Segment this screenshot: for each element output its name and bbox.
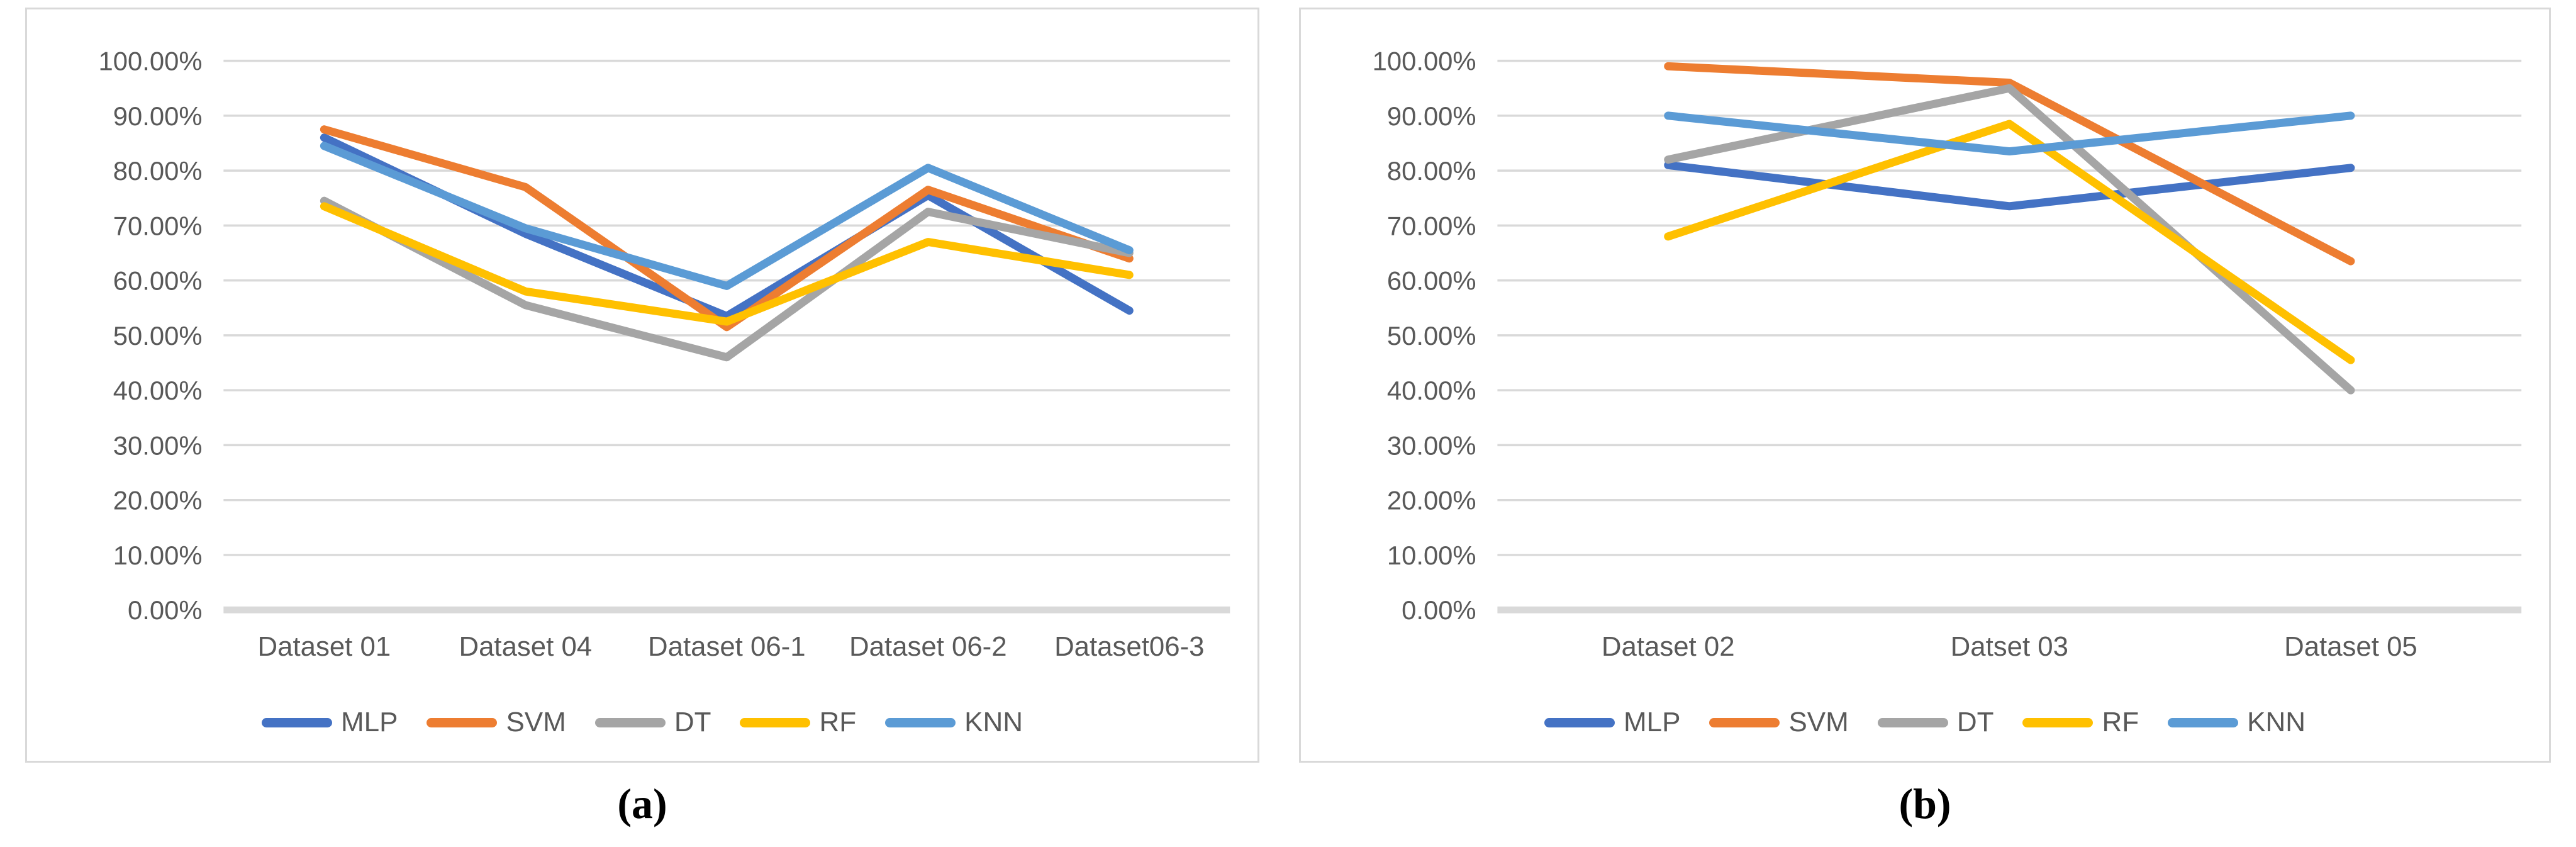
line-chart-b: 100.00% 90.00% 80.00% 70.00% 60.00% 50.00% 40.… bbox=[1373, 47, 2522, 662]
series-lines bbox=[320, 125, 1134, 362]
y-tick-label-70: 70.00% bbox=[113, 211, 203, 240]
chart-panel-a: 100.00% 90.00% 80.00% 70.00% 60.00% 50.00% 40.… bbox=[25, 8, 1259, 763]
legend-swatch-MLP bbox=[261, 717, 332, 727]
legend-item-MLP: MLP bbox=[1544, 707, 1680, 738]
legend-swatch-KNN bbox=[2168, 717, 2239, 727]
legend-item-MLP: MLP bbox=[261, 707, 398, 738]
category-label: Dataset 06-2 bbox=[849, 631, 1007, 662]
y-tick-label-60: 60.00% bbox=[1387, 266, 1476, 296]
caption-a: (a) bbox=[617, 780, 667, 827]
series-line-MLP bbox=[1664, 160, 2355, 211]
y-tick-label-100: 100.00% bbox=[99, 47, 203, 76]
legend-label-MLP: MLP bbox=[1623, 707, 1681, 738]
category-label: Datset 03 bbox=[1951, 631, 2068, 662]
y-tick-label-80: 80.00% bbox=[1387, 156, 1476, 186]
y-tick-label-40: 40.00% bbox=[1387, 376, 1476, 405]
legend-swatch-RF bbox=[2022, 717, 2094, 727]
y-tick-label-0: 0.00% bbox=[128, 595, 202, 625]
y-tick-label-20: 20.00% bbox=[1387, 486, 1476, 515]
series-line-KNN bbox=[1664, 111, 2355, 156]
category-label: Dataset 02 bbox=[1602, 631, 1735, 662]
gridlines bbox=[1497, 59, 2522, 614]
y-tick-label-50: 50.00% bbox=[113, 321, 203, 351]
y-tick-label-80: 80.00% bbox=[113, 156, 203, 186]
y-tick-label-60: 60.00% bbox=[113, 266, 203, 296]
series-line-DT bbox=[1664, 84, 2355, 395]
category-label: Dataset 01 bbox=[258, 631, 391, 662]
y-tick-label-70: 70.00% bbox=[1387, 211, 1476, 240]
legend-label-KNN: KNN bbox=[964, 707, 1023, 738]
y-tick-label-30: 30.00% bbox=[1387, 430, 1476, 460]
y-tick-label-90: 90.00% bbox=[113, 101, 203, 131]
y-axis-tick-labels: 100.00% 90.00% 80.00% 70.00% 60.00% 50.00% 40.… bbox=[1373, 47, 1476, 625]
legend-swatch-SVM bbox=[427, 717, 498, 727]
category-label: Dataset 06-1 bbox=[648, 631, 806, 662]
x-axis-category-labels: Dataset 02 Datset 03 Dataset 05 bbox=[1602, 631, 2417, 662]
legend-label-MLP: MLP bbox=[340, 707, 398, 738]
series-line-RF bbox=[1664, 120, 2355, 364]
legend-a: MLP SVM DT RF KNN bbox=[27, 707, 1257, 738]
line-chart-a: 100.00% 90.00% 80.00% 70.00% 60.00% 50.00% 40.… bbox=[99, 47, 1230, 662]
legend-item-DT: DT bbox=[1877, 707, 1994, 738]
legend-item-SVM: SVM bbox=[1709, 707, 1849, 738]
legend-label-RF: RF bbox=[2102, 707, 2139, 738]
legend-item-KNN: KNN bbox=[885, 707, 1023, 738]
series-line-SVM bbox=[320, 125, 1134, 332]
series-line-KNN bbox=[320, 142, 1134, 290]
legend-swatch-DT bbox=[1877, 717, 1948, 727]
legend-swatch-MLP bbox=[1544, 717, 1615, 727]
legend-item-DT: DT bbox=[594, 707, 711, 738]
legend-label-SVM: SVM bbox=[506, 707, 566, 738]
series-line-RF bbox=[320, 202, 1134, 326]
y-tick-label-20: 20.00% bbox=[113, 486, 203, 515]
series-line-DT bbox=[320, 196, 1134, 362]
y-tick-label-0: 0.00% bbox=[1402, 595, 1476, 625]
series-lines bbox=[1664, 62, 2355, 395]
x-axis-category-labels: Dataset 01 Dataset 04 Dataset 06-1 Dataset … bbox=[258, 631, 1205, 662]
legend-item-KNN: KNN bbox=[2168, 707, 2306, 738]
series-line-SVM bbox=[1664, 62, 2355, 266]
caption-b: (b) bbox=[1899, 780, 1951, 827]
category-label: Dataset 05 bbox=[2284, 631, 2417, 662]
legend-b: MLP SVM DT RF KNN bbox=[1301, 707, 2549, 738]
category-label: Dataset06-3 bbox=[1054, 631, 1204, 662]
legend-label-KNN: KNN bbox=[2247, 707, 2306, 738]
y-tick-label-90: 90.00% bbox=[1387, 101, 1476, 131]
legend-label-DT: DT bbox=[674, 707, 711, 738]
chart-panel-b: 100.00% 90.00% 80.00% 70.00% 60.00% 50.00% 40.… bbox=[1299, 8, 2551, 763]
legend-label-DT: DT bbox=[1956, 707, 1994, 738]
y-tick-label-30: 30.00% bbox=[113, 430, 203, 460]
y-axis-tick-labels: 100.00% 90.00% 80.00% 70.00% 60.00% 50.00% 40.… bbox=[99, 47, 203, 625]
legend-item-RF: RF bbox=[740, 707, 856, 738]
y-tick-label-10: 10.00% bbox=[113, 541, 203, 570]
legend-item-RF: RF bbox=[2022, 707, 2139, 738]
y-tick-label-100: 100.00% bbox=[1373, 47, 1476, 76]
y-tick-label-50: 50.00% bbox=[1387, 321, 1476, 351]
legend-item-SVM: SVM bbox=[427, 707, 566, 738]
category-label: Dataset 04 bbox=[459, 631, 592, 662]
y-tick-label-10: 10.00% bbox=[1387, 541, 1476, 570]
legend-label-SVM: SVM bbox=[1788, 707, 1849, 738]
legend-label-RF: RF bbox=[819, 707, 857, 738]
legend-swatch-SVM bbox=[1709, 717, 1780, 727]
legend-swatch-RF bbox=[740, 717, 811, 727]
legend-swatch-KNN bbox=[885, 717, 956, 727]
y-tick-label-40: 40.00% bbox=[113, 376, 203, 405]
legend-swatch-DT bbox=[594, 717, 666, 727]
